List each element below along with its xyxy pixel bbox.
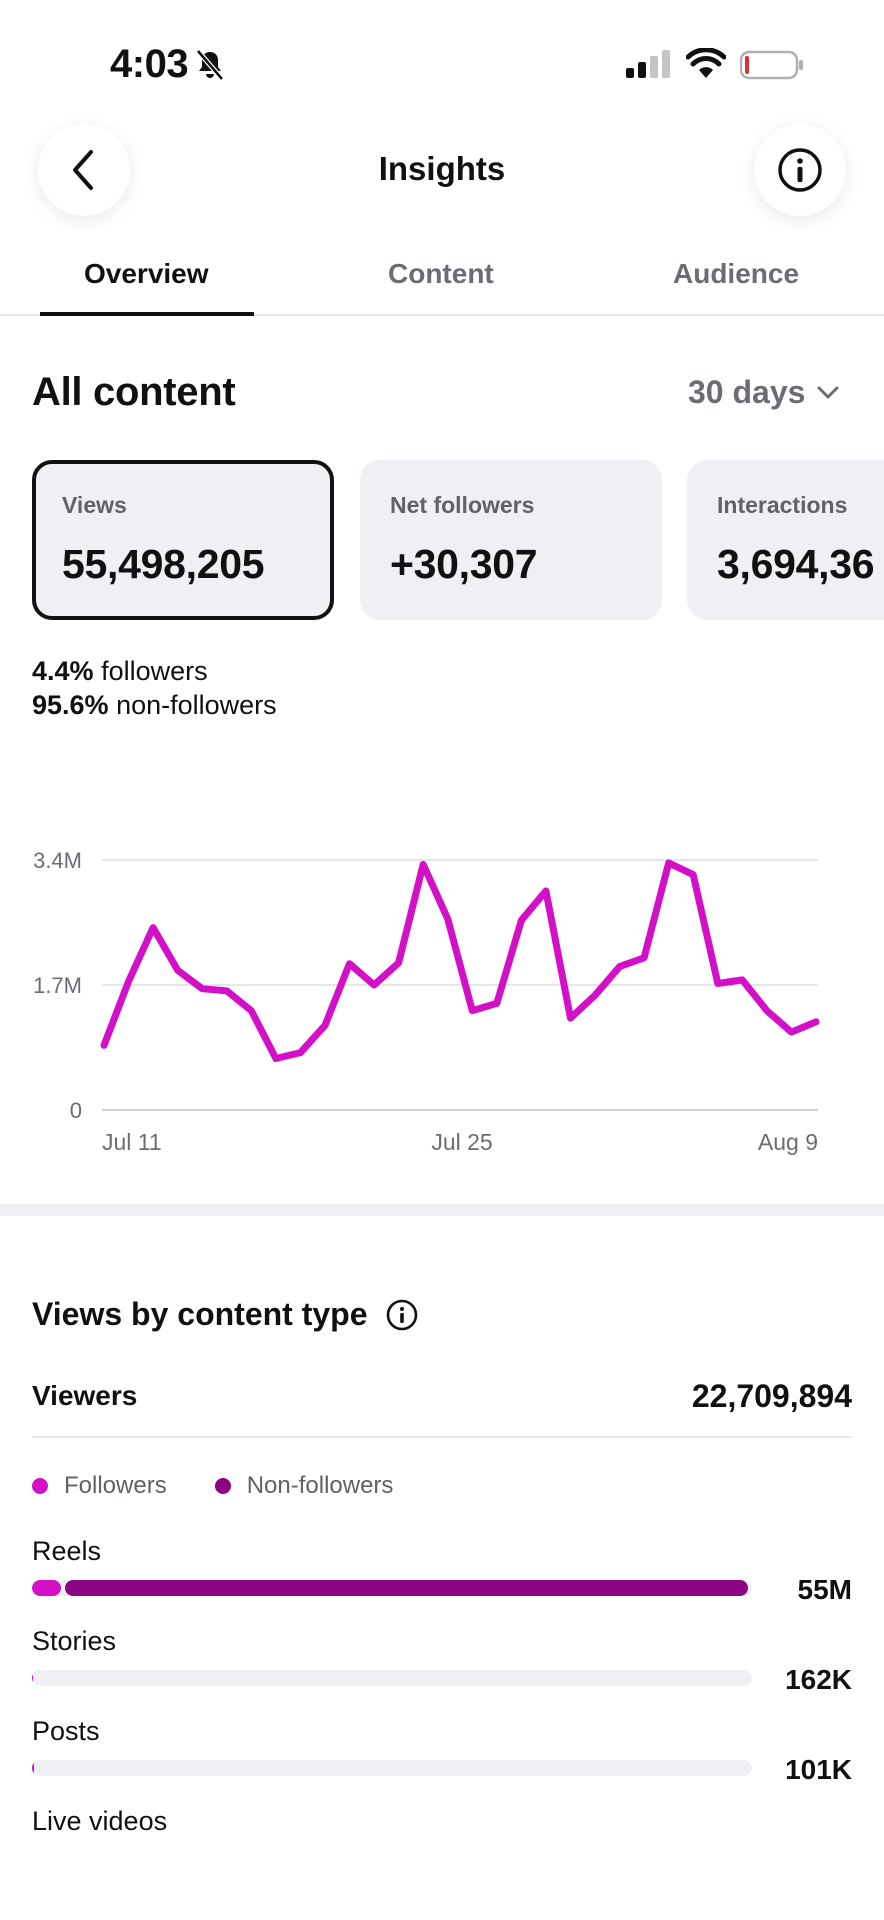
card-value: 3,694,36	[717, 541, 875, 587]
tab-content[interactable]: Content	[388, 258, 494, 289]
views-by-type-title: Views by content type	[32, 1296, 418, 1333]
content-type-bar	[32, 1670, 752, 1686]
followers-percent: 4.4%	[32, 656, 94, 686]
content-type-bar	[32, 1760, 752, 1776]
section-divider	[0, 1204, 884, 1216]
tab-audience[interactable]: Audience	[673, 258, 800, 289]
battery-icon	[740, 50, 803, 80]
followers-segment	[32, 1670, 34, 1686]
interactions-card[interactable]: Interactions 3,694,36	[687, 460, 884, 620]
content-type-label: Reels	[32, 1536, 102, 1566]
content-type-value: 101K	[785, 1754, 852, 1785]
wifi-icon	[686, 48, 726, 78]
info-icon[interactable]	[386, 1299, 418, 1331]
content-type-row-reels: Reels 55M	[32, 1536, 852, 1616]
content-type-label: Posts	[32, 1716, 100, 1746]
content-type-label: Live videos	[32, 1806, 168, 1836]
y-tick-label: 1.7M	[33, 973, 82, 998]
content-type-row-live-videos: Live videos	[32, 1806, 852, 1886]
y-tick-label: 3.4M	[33, 848, 82, 873]
viewers-label: Viewers	[32, 1380, 138, 1411]
info-button[interactable]	[754, 124, 846, 216]
followers-label: followers	[101, 656, 208, 686]
legend-dot	[32, 1478, 48, 1494]
audience-breakdown: 4.4% followers 95.6% non-followers	[32, 654, 277, 722]
followers-segment	[32, 1760, 35, 1776]
net-followers-card[interactable]: Net followers +30,307	[360, 460, 662, 620]
date-range-label: 30 days	[688, 374, 806, 410]
legend-item-nonfollowers: Non-followers	[214, 1472, 394, 1500]
metric-cards: Views 55,498,205 Net followers +30,307 I…	[0, 460, 884, 622]
content-type-row-stories: Stories 162K	[32, 1626, 852, 1706]
x-tick-label: Aug 9	[758, 1129, 818, 1155]
legend-item-followers: Followers	[32, 1472, 167, 1500]
card-label: Net followers	[390, 492, 535, 518]
section-title: All content	[32, 370, 236, 414]
viewers-row: Viewers 22,709,894	[32, 1376, 852, 1438]
views-line-chart: 3.4M 1.7M 0 Jul 11 Jul 25 Aug 9	[33, 848, 820, 1155]
viewers-value: 22,709,894	[691, 1378, 852, 1414]
back-button[interactable]	[38, 124, 130, 216]
status-bar: 4:03	[0, 0, 884, 110]
nonfollowers-label: non-followers	[116, 690, 277, 720]
chevron-left-icon	[73, 150, 93, 190]
cellular-signal-icon	[626, 50, 670, 78]
legend-label: Followers	[64, 1472, 167, 1499]
views-card[interactable]: Views 55,498,205	[32, 460, 334, 620]
info-icon	[778, 148, 822, 192]
chevron-down-icon	[817, 386, 839, 398]
status-time: 4:03	[110, 42, 189, 86]
nonfollowers-breakdown: 95.6% non-followers	[32, 688, 277, 722]
followers-segment	[32, 1580, 61, 1596]
legend-label: Non-followers	[246, 1472, 394, 1499]
views-by-type-heading: Views by content type	[32, 1296, 368, 1332]
header: Insights	[0, 120, 884, 220]
card-label: Views	[62, 492, 127, 518]
tab-overview[interactable]: Overview	[84, 258, 209, 289]
legend-dot	[214, 1478, 231, 1494]
page-title: Insights	[378, 150, 506, 187]
active-tab-indicator	[40, 312, 254, 316]
x-tick-label: Jul 25	[431, 1129, 492, 1155]
date-range-dropdown[interactable]: 30 days	[688, 374, 839, 411]
content-type-value: 162K	[785, 1664, 852, 1695]
views-series-line	[100, 859, 820, 1062]
followers-breakdown: 4.4% followers	[32, 654, 277, 688]
tab-bar: Overview Content Audience	[0, 250, 884, 316]
card-value: +30,307	[390, 541, 538, 587]
content-type-value: 55M	[797, 1574, 852, 1605]
nonfollowers-percent: 95.6%	[32, 690, 109, 720]
content-type-row-posts: Posts 101K	[32, 1716, 852, 1796]
y-tick-label: 0	[70, 1098, 82, 1123]
nonfollowers-segment	[64, 1580, 749, 1596]
chart-legend: Followers Non-followers	[32, 1472, 393, 1500]
content-type-label: Stories	[32, 1626, 117, 1656]
x-tick-label: Jul 11	[102, 1129, 162, 1155]
content-type-bar	[32, 1580, 752, 1596]
bell-muted-icon	[196, 49, 224, 81]
card-value: 55,498,205	[62, 541, 265, 587]
card-label: Interactions	[717, 492, 848, 518]
